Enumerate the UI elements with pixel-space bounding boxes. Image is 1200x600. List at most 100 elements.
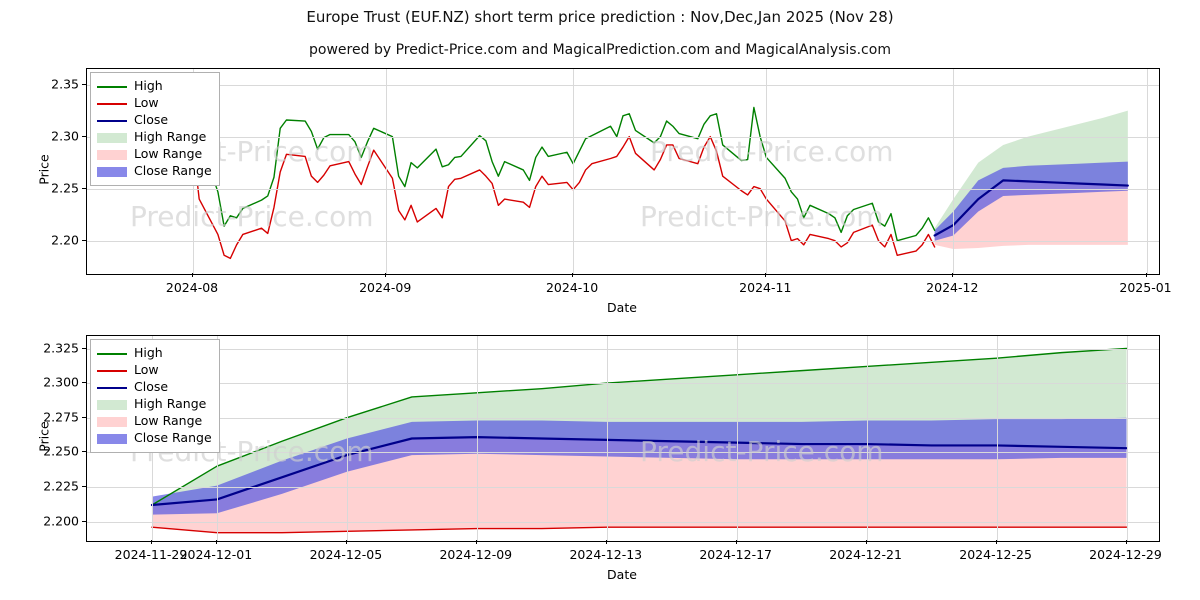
legend-label: Close Range [134,163,212,179]
legend-label: Close [134,112,169,128]
grid-line-h [87,188,1159,190]
x-tick-label: 2024-12 [926,280,979,295]
y-tick-label: 2.275 [43,409,79,425]
x-tickmark [865,540,867,544]
x-tick-label: 2024-12-25 [959,547,1032,562]
series-line-close [933,179,1129,237]
legend-line-swatch [97,98,127,110]
x-tickmark [385,273,387,277]
x-axis-title: Date [607,567,637,582]
x-tickmark [345,540,347,544]
legend-label: Close [134,379,169,395]
legend-patch-swatch [97,399,127,411]
legend-item[interactable]: High [97,345,212,362]
series-line-low [98,119,936,260]
grid-line-v [386,69,388,274]
legend-label: Low [134,362,159,378]
x-tick-label: 2024-12-29 [1089,547,1162,562]
y-tick-label: 2.325 [43,340,79,355]
grid-line-v [1126,336,1128,541]
legend-patch-swatch [97,166,127,178]
grid-line-h [87,348,1159,350]
y-tickmark [82,347,86,349]
series-line-low [151,526,1128,534]
x-tickmark [475,540,477,544]
legend-item[interactable]: High Range [97,129,212,146]
y-tick-label: 2.200 [43,513,79,529]
legend-line-swatch [97,81,127,93]
swatch [97,386,127,389]
y-tick-label: 2.225 [43,478,79,494]
series-line-close [150,436,1128,507]
legend-patch-swatch [97,149,127,161]
x-tickmark [605,540,607,544]
x-tick-label: 2024-12-17 [699,547,773,562]
grid-line-v [573,69,575,274]
grid-line-h [87,136,1159,138]
grid-line-h [87,84,1159,86]
legend-item[interactable]: Close Range [97,430,212,447]
grid-line-v [766,69,768,274]
legend-item[interactable]: Low [97,95,212,112]
legend-line-swatch [97,365,127,377]
legend-label: Close Range [134,430,212,446]
x-axis-title: Date [607,300,637,315]
y-axis-title: Price [36,420,52,452]
grid-line-v [953,69,955,274]
page-subtitle: powered by Predict-Price.com and Magical… [309,42,891,58]
y-tickmark [82,520,86,522]
legend-line-swatch [97,348,127,360]
legend-item[interactable]: Low Range [97,413,212,430]
x-tickmark [1145,273,1147,277]
y-tick-label: 2.20 [51,232,79,248]
legend-item[interactable]: High Range [97,396,212,413]
legend-label: High Range [134,129,207,145]
x-tickmark [995,540,997,544]
y-tickmark [82,135,86,137]
y-tick-label: 2.30 [51,128,79,144]
y-tickmark [82,416,86,418]
legend-label: High [134,345,163,361]
swatch [97,166,127,177]
x-tick-label: 2024-08 [165,280,219,295]
y-tickmark [82,187,86,189]
x-tick-label: 2024-12-09 [439,547,513,562]
legend-label: Low Range [134,146,203,162]
legend-item[interactable]: Close Range [97,163,212,180]
chart-legend[interactable]: High Low Close High Range Low Range Close Ran… [90,72,220,186]
y-tick-label: 2.250 [43,443,79,459]
legend-item[interactable]: Close [97,379,212,396]
x-tick-label: 2024-12-21 [829,547,902,562]
x-tickmark [215,540,217,544]
legend-item[interactable]: Close [97,112,212,129]
legend-label: Low [134,95,159,111]
x-tickmark [572,273,574,277]
series-line-high [151,347,1128,506]
x-tick-label: 2024-12-01 [179,547,253,562]
grid-line-h [87,487,1159,488]
chart-legend[interactable]: High Low Close High Range Low Range Close Ran… [90,339,220,453]
legend-item[interactable]: Low Range [97,146,212,163]
grid-line-v [996,336,998,541]
y-tick-label: 2.35 [51,76,79,92]
legend-patch-swatch [97,132,127,144]
legend-item[interactable]: High [97,78,212,95]
x-tick-label: 2024-09 [359,280,412,295]
x-tick-label: 2025-01 [1119,280,1172,295]
grid-line-h [87,521,1159,523]
grid-line-v [866,336,868,541]
legend-label: Low Range [134,413,203,429]
legend-line-swatch [97,115,127,127]
grid-line-v [476,336,478,541]
legend-line-swatch [97,382,127,394]
legend-label: High [134,78,163,94]
x-tickmark [952,273,954,277]
x-tickmark [735,540,737,544]
y-tickmark [82,382,86,384]
bottom-chart-panel: Predict-Price.com Predict-Price.com 2.200 2… [0,310,1200,600]
y-axis-title: Price [36,153,52,185]
swatch [97,132,127,143]
bottom-chart-plot [86,335,1160,542]
legend-item[interactable]: Low [97,362,212,379]
